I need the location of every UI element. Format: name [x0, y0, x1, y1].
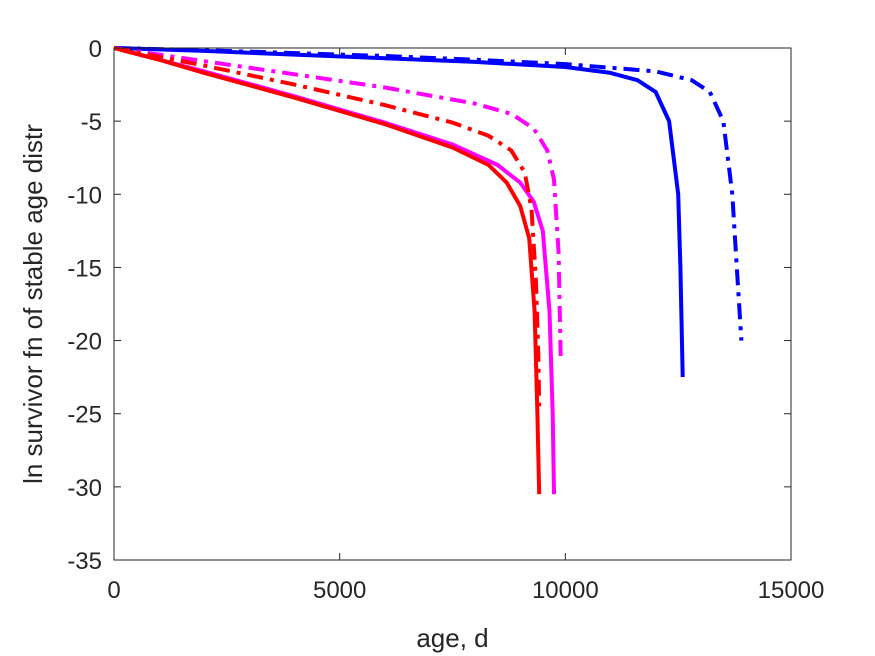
y-tick-label: -15 — [67, 255, 102, 282]
y-tick-label: -35 — [67, 548, 102, 575]
x-tick-label: 15000 — [758, 577, 825, 604]
axis-ticks: 0 5000 10000 15000 0 -5 -10 -15 -20 -25 -30 -35 — [67, 36, 824, 604]
y-tick-label: -30 — [67, 475, 102, 502]
y-tick-label: -20 — [67, 329, 102, 356]
y-tick-label: -5 — [81, 109, 102, 136]
series-line-6-dashdot — [113, 46, 542, 407]
series-line-2-dashdot — [113, 46, 744, 341]
y-tick-label: -25 — [67, 402, 102, 429]
series-layer — [113, 46, 744, 495]
plot-area-frame — [113, 47, 792, 561]
y-tick-label: 0 — [89, 36, 102, 63]
x-tick-label: 0 — [107, 577, 120, 604]
y-tick-label: -10 — [67, 182, 102, 209]
x-tick-label: 5000 — [313, 577, 366, 604]
series-line-4-dashdot — [113, 46, 563, 363]
y-axis-label: ln survivor fn of stable age distr — [18, 124, 48, 484]
x-tick-label: 10000 — [532, 577, 599, 604]
x-axis-label: age, d — [416, 623, 488, 653]
series-line-5-solid — [113, 46, 542, 495]
